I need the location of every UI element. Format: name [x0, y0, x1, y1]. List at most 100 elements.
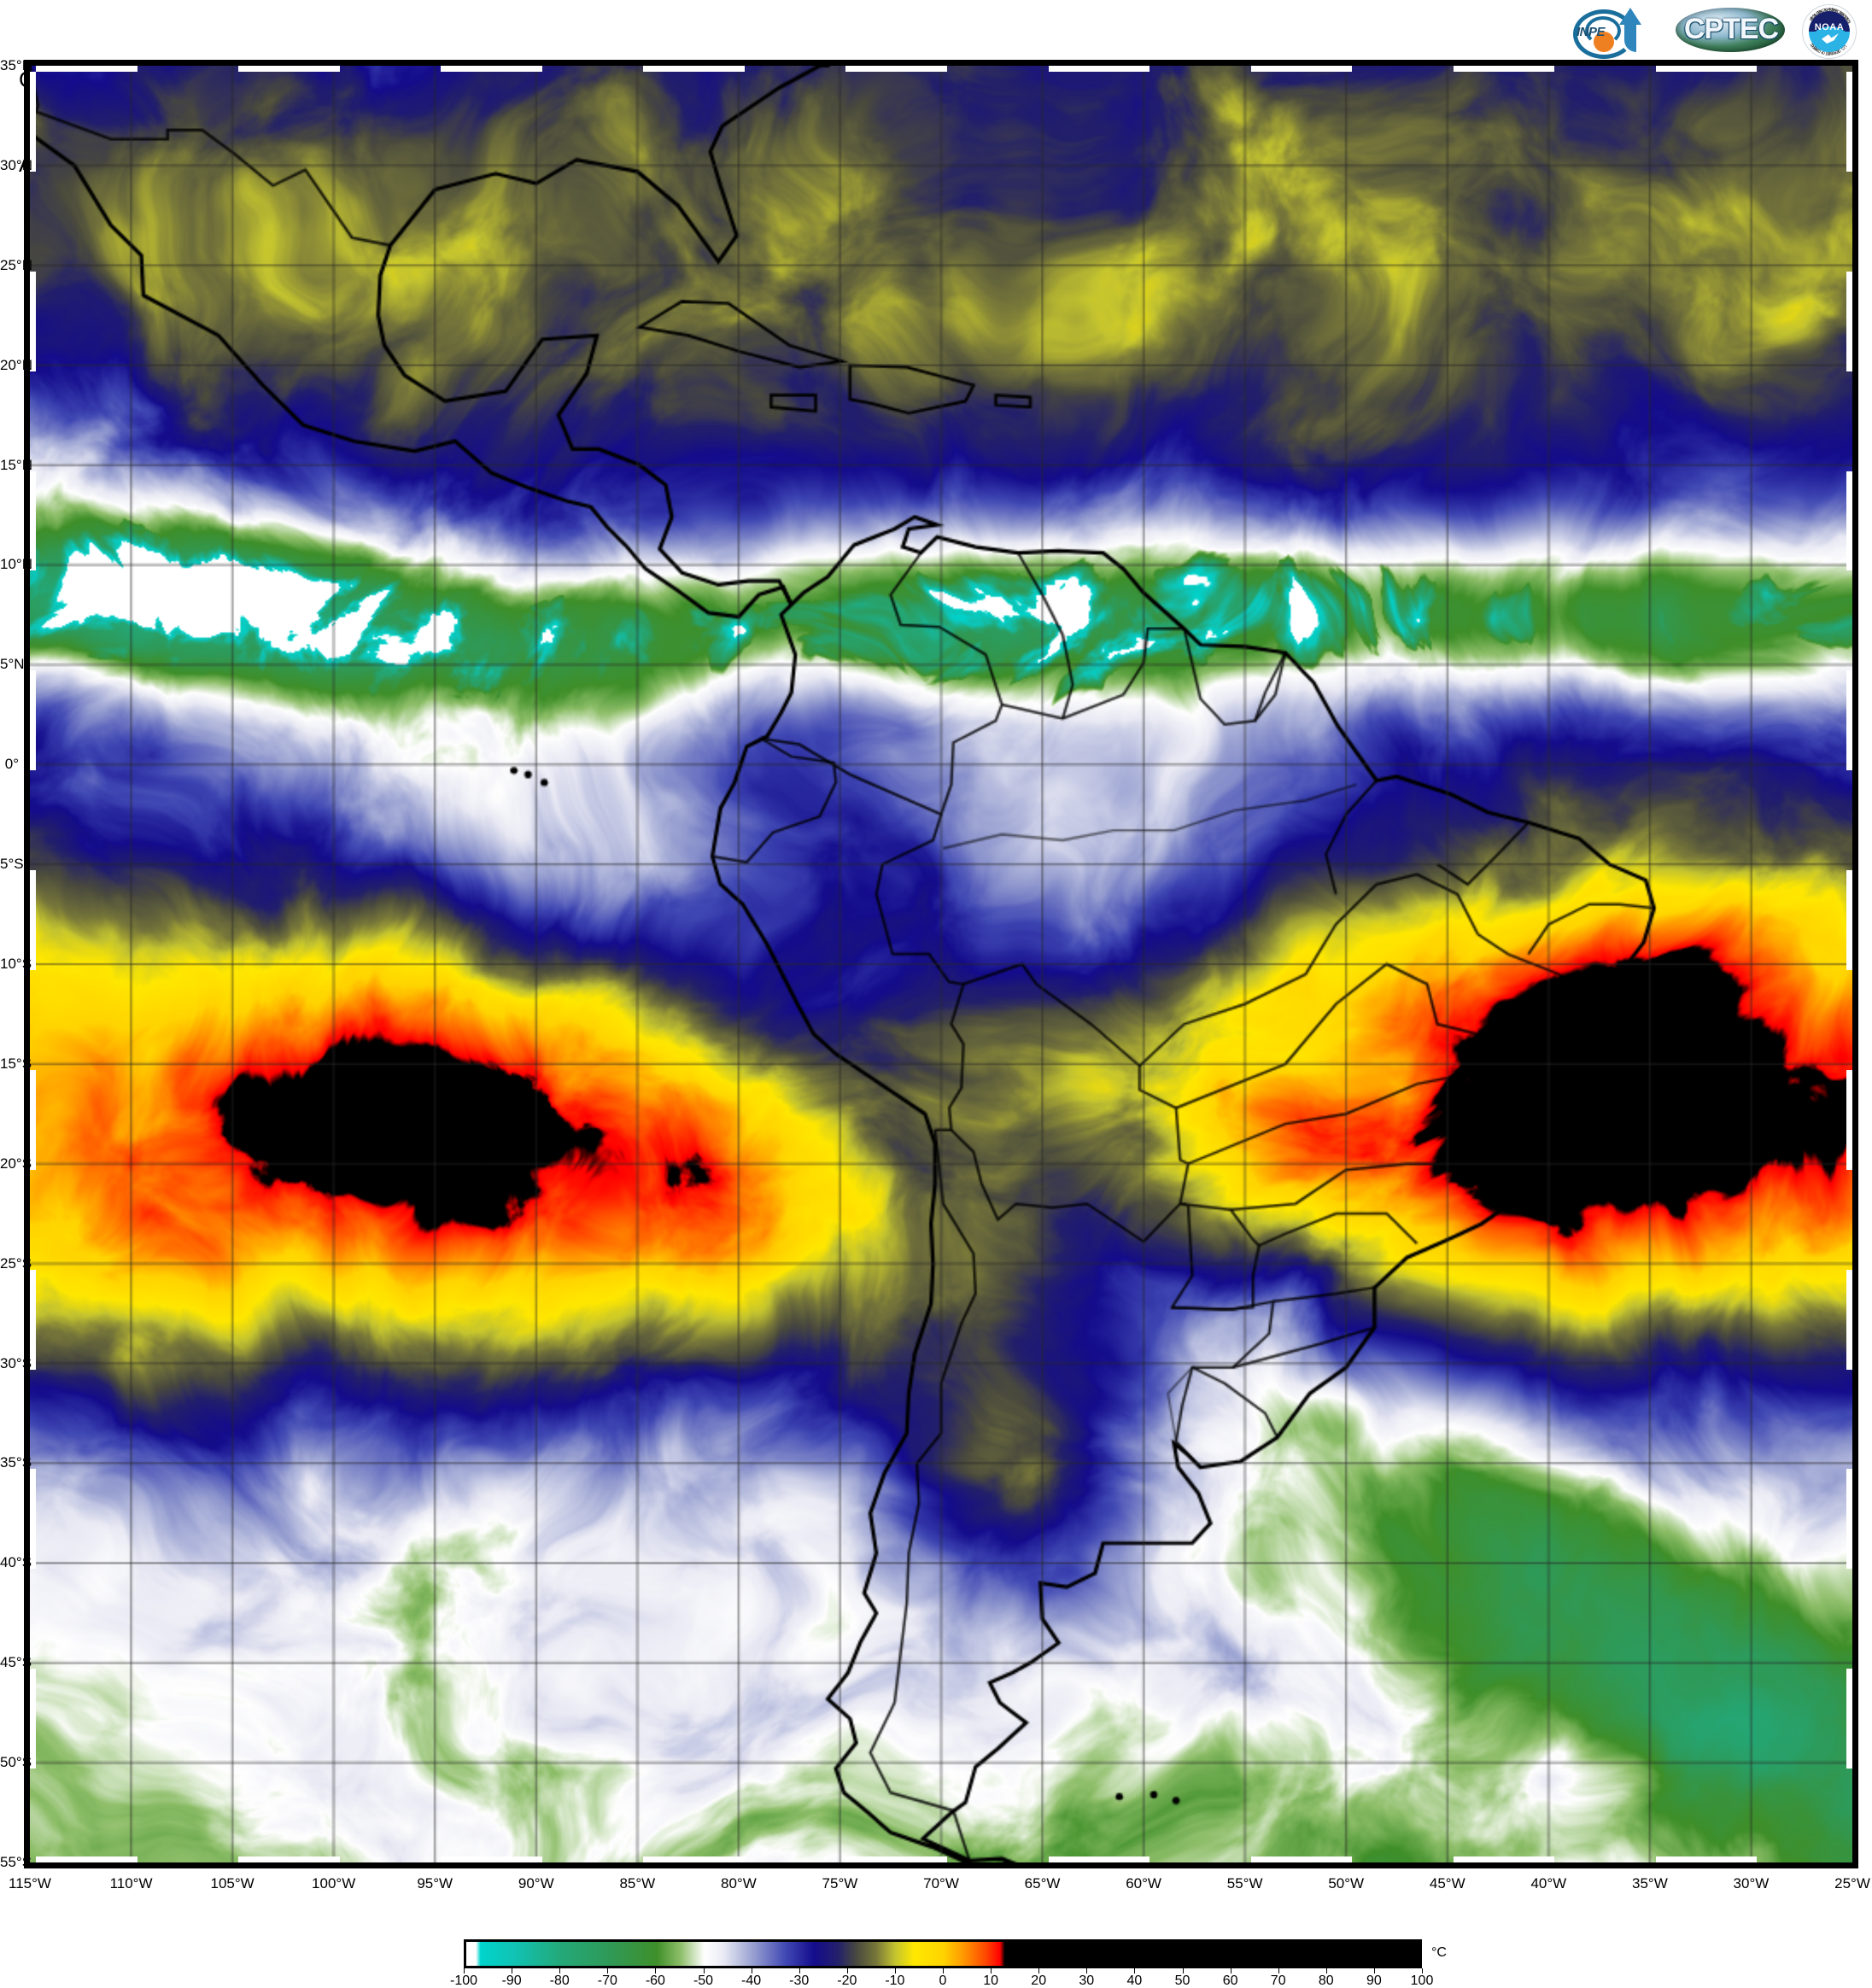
colorbar-tick	[703, 1968, 705, 1973]
inpe-arrow-stem-icon	[1624, 23, 1636, 52]
lat-tick-label: 30°S	[0, 1354, 32, 1371]
colorbar-tick	[559, 1968, 561, 1973]
map-frame	[24, 60, 1858, 1868]
colorbar-tick-label: -70	[597, 1973, 617, 1988]
lat-tick-label: 55°S	[0, 1854, 32, 1870]
lon-tick-label: 80°W	[720, 1875, 757, 1892]
lon-tick-label: 50°W	[1328, 1875, 1365, 1892]
colorbar-tick	[1325, 1968, 1327, 1973]
inpe-arc-icon	[1573, 9, 1635, 59]
colorbar-tick	[799, 1968, 800, 1973]
colorbar-tick-label: 50	[1174, 1973, 1190, 1988]
lon-tick-label: 65°W	[1024, 1875, 1061, 1892]
colorbar-tick-label: -50	[693, 1973, 714, 1988]
lon-tick-label: 110°W	[109, 1875, 153, 1892]
lat-tick-label: 25°N	[0, 256, 32, 273]
colorbar-tick-label: 70	[1270, 1973, 1286, 1988]
colorbar-tick-label: -100	[449, 1973, 478, 1988]
colorbar-tick	[464, 1968, 465, 1973]
noaa-logo-text: NOAA	[1814, 22, 1845, 32]
lat-tick-label: 20°S	[0, 1155, 32, 1172]
lat-tick-label: 25°S	[0, 1254, 32, 1272]
colorbar-tick	[1134, 1968, 1136, 1973]
noaa-seal-inner: NOAA	[1809, 11, 1850, 52]
lon-tick-label: 115°W	[9, 1875, 51, 1892]
inpe-logo: INPE	[1568, 3, 1662, 59]
colorbar-tick	[943, 1968, 944, 1973]
colorbar-tick-label: 60	[1222, 1973, 1238, 1988]
colorbar-tick-label: -20	[837, 1973, 857, 1988]
lat-tick-label: 20°N	[0, 356, 32, 373]
cptec-globe-icon	[1676, 8, 1785, 52]
lat-tick-label: 5°N	[0, 656, 25, 673]
lat-tick-label: 40°S	[0, 1554, 32, 1571]
lon-tick-label: 90°W	[518, 1875, 554, 1892]
satellite-image	[30, 66, 1852, 1862]
colorbar-tick	[1086, 1968, 1088, 1973]
lat-tick-label: 50°S	[0, 1754, 32, 1771]
lon-tick-label: 95°W	[417, 1875, 453, 1892]
colorbar-tick-label: 10	[983, 1973, 998, 1988]
lat-tick-label: 0°	[4, 756, 19, 773]
lat-tick-label: 35°N	[0, 57, 32, 73]
colorbar-tick	[1182, 1968, 1184, 1973]
lat-tick-label: 45°S	[0, 1654, 32, 1671]
colorbar-tick	[1278, 1968, 1279, 1973]
colorbar-tick	[1373, 1968, 1375, 1973]
lat-tick-label: 5°S	[0, 856, 24, 873]
lon-tick-label: 55°W	[1226, 1875, 1263, 1892]
lon-tick-label: 30°W	[1733, 1875, 1770, 1892]
lon-tick-label: 75°W	[822, 1875, 858, 1892]
inpe-inner-arc-icon	[1585, 16, 1621, 45]
lon-tick-label: 105°W	[210, 1875, 254, 1892]
colorbar-unit-label: °C	[1431, 1945, 1447, 1960]
lon-tick-label: 40°W	[1530, 1875, 1567, 1892]
colorbar-tick-label: 0	[939, 1973, 947, 1988]
inpe-arrow-icon	[1619, 8, 1641, 25]
colorbar-tick-label: -60	[645, 1973, 665, 1988]
cptec-logo: CPTEC	[1674, 3, 1787, 57]
colorbar-tick	[655, 1968, 657, 1973]
colorbar-frame	[464, 1939, 1422, 1968]
colorbar-tick-label: 80	[1318, 1973, 1334, 1988]
colorbar-tick	[1038, 1968, 1040, 1973]
colorbar-tick-label: -40	[741, 1973, 762, 1988]
colorbar	[464, 1939, 1422, 1968]
colorbar-tick-label: 100	[1410, 1973, 1434, 1988]
colorbar-tick-label: -10	[885, 1973, 905, 1988]
lon-tick-label: 100°W	[312, 1875, 356, 1892]
colorbar-tick	[894, 1968, 896, 1973]
inpe-dot-icon	[1594, 32, 1614, 52]
colorbar-tick-label: -80	[549, 1973, 570, 1988]
colorbar-tick	[1422, 1968, 1423, 1973]
satellite-map[interactable]	[24, 60, 1858, 1868]
lon-tick-label: 35°W	[1631, 1875, 1668, 1892]
colorbar-ticks: -100 -90 -80 -70 -60 -50 -40 -30 -20 -10 0 10 20 30 40…	[450, 1968, 1433, 1988]
colorbar-tick-label: 30	[1079, 1973, 1095, 1988]
colorbar-tick-label: 90	[1366, 1973, 1382, 1988]
lon-tick-label: 60°W	[1126, 1875, 1161, 1892]
colorbar-tick-label: 20	[1031, 1973, 1047, 1988]
lat-tick-label: 10°N	[0, 556, 32, 573]
colorbar-tick	[991, 1968, 992, 1973]
lat-tick-label: 10°S	[0, 956, 32, 972]
cptec-logo-text: CPTEC	[1683, 13, 1779, 45]
lat-tick-label: 15°N	[0, 456, 32, 473]
lat-tick-label: 30°N	[0, 156, 32, 173]
lon-tick-label: 85°W	[619, 1875, 656, 1892]
lon-tick-label: 25°W	[1834, 1875, 1870, 1892]
lon-tick-label: 45°W	[1429, 1875, 1465, 1892]
lat-tick-label: 15°S	[0, 1055, 32, 1072]
colorbar-tick-label: -90	[501, 1973, 522, 1988]
colorbar-gradient	[466, 1942, 1419, 1966]
colorbar-tick-label: 40	[1126, 1973, 1143, 1988]
lat-tick-label: 35°S	[0, 1454, 32, 1471]
lon-tick-label: 70°W	[923, 1875, 959, 1892]
colorbar-tick	[846, 1968, 848, 1973]
inpe-logo-text: INPE	[1577, 25, 1606, 39]
